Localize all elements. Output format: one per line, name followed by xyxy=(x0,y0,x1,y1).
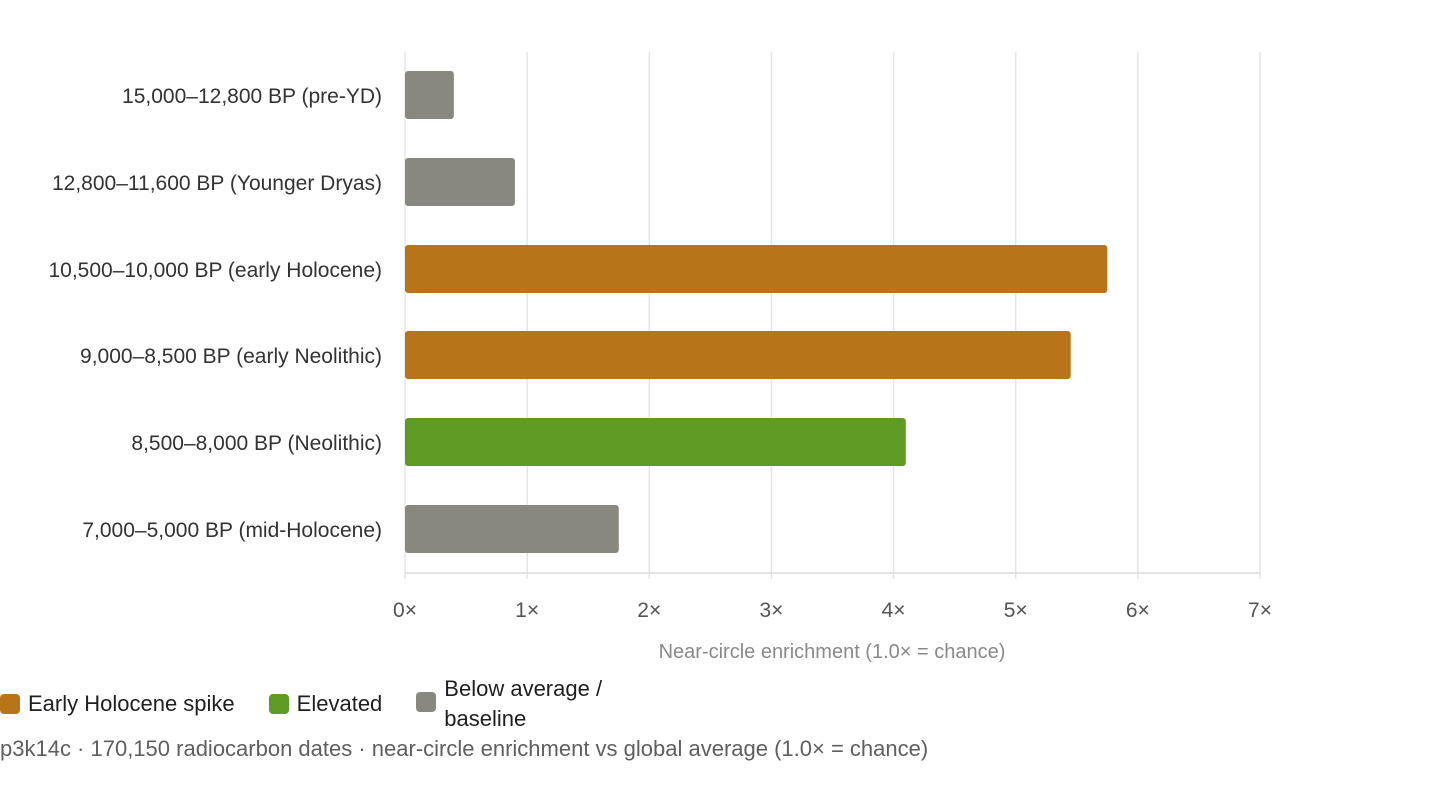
x-tick-label: 0× xyxy=(393,599,417,622)
category-label: 8,500–8,000 BP (Neolithic) xyxy=(131,432,382,455)
legend-item-baseline[interactable]: Below average / baseline xyxy=(416,674,634,734)
x-tick-label: 4× xyxy=(882,599,906,622)
bar-baseline[interactable] xyxy=(405,505,619,553)
x-tick-label: 5× xyxy=(1004,599,1028,622)
grid-lines xyxy=(404,52,1261,579)
bar-baseline[interactable] xyxy=(405,71,454,119)
category-label: 12,800–11,600 BP (Younger Dryas) xyxy=(52,172,382,195)
bar-spike[interactable] xyxy=(405,331,1071,379)
bar-spike[interactable] xyxy=(405,245,1108,293)
category-label: 10,500–10,000 BP (early Holocene) xyxy=(48,259,382,282)
legend-label-spike: Early Holocene spike xyxy=(28,691,235,716)
category-label: 15,000–12,800 BP (pre-YD) xyxy=(122,85,382,108)
enrichment-bar-chart: 15,000–12,800 BP (pre-YD) 12,800–11,600 B… xyxy=(48,52,1272,663)
bars xyxy=(405,71,1108,553)
legend-label-elevated: Elevated xyxy=(296,691,383,716)
x-tick-label: 1× xyxy=(515,599,539,622)
x-tick-label: 7× xyxy=(1248,599,1272,622)
category-labels: 15,000–12,800 BP (pre-YD) 12,800–11,600 B… xyxy=(48,85,382,542)
x-tick-label: 6× xyxy=(1126,599,1150,622)
legend: Early Holocene spike Elevated Below aver… xyxy=(0,674,668,734)
bar-elevated[interactable] xyxy=(405,418,906,466)
x-tick-label: 2× xyxy=(637,599,661,622)
category-label: 7,000–5,000 BP (mid-Holocene) xyxy=(82,519,382,542)
bar-baseline[interactable] xyxy=(405,158,515,206)
chart-footnote: p3k14c · 170,150 radiocarbon dates · nea… xyxy=(0,736,929,761)
category-label: 9,000–8,500 BP (early Neolithic) xyxy=(80,345,382,368)
legend-swatch-elevated xyxy=(268,694,289,714)
x-tick-label: 3× xyxy=(759,599,783,622)
x-tick-labels: 0× 1× 2× 3× 4× 5× 6× 7× xyxy=(393,599,1272,622)
legend-item-spike[interactable]: Early Holocene spike xyxy=(0,691,235,717)
legend-label-baseline: Below average / baseline xyxy=(444,676,603,731)
legend-swatch-spike xyxy=(0,694,20,714)
legend-swatch-baseline xyxy=(416,692,437,712)
legend-item-elevated[interactable]: Elevated xyxy=(268,691,383,717)
x-axis-title: Near-circle enrichment (1.0× = chance) xyxy=(659,641,1006,663)
